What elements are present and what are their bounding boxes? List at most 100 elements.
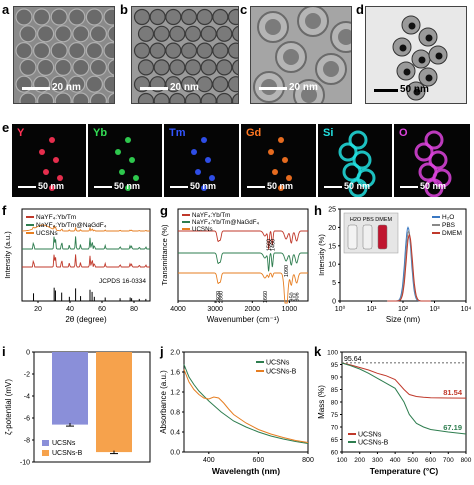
eds-shell-signal	[414, 142, 434, 162]
eds-shell-signal	[348, 130, 368, 150]
eds-core-signal	[278, 185, 284, 191]
x-tick-label: 300	[372, 457, 383, 464]
tem-particle	[15, 8, 33, 26]
y-tick-label: 2.0	[170, 350, 180, 357]
tem-particle	[153, 92, 170, 103]
tem-particle	[227, 76, 238, 93]
tem-particle	[165, 76, 182, 93]
tem-core	[301, 87, 317, 103]
panel-label-c: c	[240, 2, 248, 17]
y-tick-label: 1.2	[170, 390, 180, 397]
x-tick-label: 10³	[429, 306, 440, 313]
abs-series-0	[183, 364, 309, 444]
tem-particle	[89, 58, 108, 77]
panel-label-h: h	[314, 203, 322, 218]
x-tick-label: 10⁴	[461, 306, 472, 313]
tem-particle	[89, 92, 107, 103]
y-axis-label: Intensity (%)	[317, 234, 326, 276]
tga-start-annotation: 95.64	[344, 356, 362, 363]
tem-particle	[169, 25, 186, 42]
tem-particle	[54, 58, 72, 77]
eds-element-label: Y	[17, 127, 25, 139]
peak-annotation: 1090	[284, 265, 290, 277]
x-tick-label: 400	[390, 457, 401, 464]
eds-core-signal	[53, 157, 59, 163]
y-tick-label: 85	[331, 387, 339, 394]
x-tick-label: 500	[407, 457, 418, 464]
eds-core-signal	[286, 175, 292, 181]
x-tick-label: 400	[203, 457, 215, 464]
eds-map-o: O 50 nm	[394, 124, 470, 197]
tem-b-particles	[133, 8, 238, 103]
tem-particle	[19, 25, 37, 43]
tem-particle	[212, 42, 229, 59]
x-tick-label: 800	[302, 457, 314, 464]
eds-shell-signal	[352, 150, 372, 170]
tem-particle	[184, 92, 202, 103]
tem-particle	[19, 92, 37, 103]
tem-core	[425, 74, 433, 82]
y-tick-label: 70	[331, 425, 339, 432]
eds-scale-label: 50 nm	[344, 181, 371, 191]
tem-particle	[231, 59, 238, 76]
legend-label: NaYF₄:Yb/Tm@NaGdF₄	[36, 222, 107, 229]
panel-label-e: e	[2, 120, 10, 135]
peak-annotation: 2920	[216, 291, 222, 303]
panel-label-k: k	[314, 344, 322, 359]
y-tick-label: 15	[328, 243, 336, 250]
eds-shell-signal	[428, 150, 448, 170]
eds-core-signal	[125, 137, 131, 143]
tem-particle	[180, 8, 198, 26]
ftir-series-2	[178, 272, 308, 304]
legend-label: NaYF₄:Yb/Tm	[192, 212, 230, 219]
x-tick-label: 80	[130, 306, 138, 313]
eds-map-y: Y 50 nm	[12, 124, 86, 197]
inset-labels: H2O PBS DMEM	[350, 217, 393, 223]
y-tick-label: 20	[328, 225, 336, 232]
panel-label-i: i	[2, 344, 6, 359]
x-axis-label: Wavelength (nm)	[212, 466, 280, 476]
tem-core	[399, 44, 407, 52]
scale-label-d: 50 nm	[400, 84, 429, 95]
tem-particle	[149, 8, 166, 26]
tem-particle	[54, 25, 72, 43]
peak-annotation: 1660	[263, 291, 269, 303]
tem-particle	[200, 59, 217, 76]
eds-core-signal	[272, 169, 278, 175]
eds-core-signal	[201, 185, 207, 191]
tem-particle	[180, 76, 198, 93]
x-tick-label: 10¹	[366, 306, 377, 313]
bar-UCSNs-B	[96, 352, 132, 453]
panel-label-b: b	[120, 2, 128, 17]
eds-shell-signal	[424, 178, 444, 197]
reference-label: JCPDS 16-0334	[99, 278, 146, 285]
plot-frame	[177, 208, 309, 302]
eds-shell-signal	[338, 142, 358, 162]
x-tick-label: 1000	[282, 306, 298, 313]
dls-series-2	[387, 233, 431, 302]
tem-particle	[184, 59, 202, 76]
peak-annotation: 950	[289, 292, 295, 301]
legend-label: UCSNs	[36, 230, 58, 237]
eds-core-signal	[278, 137, 284, 143]
legend-label: UCSNs-B	[266, 369, 297, 376]
y-tick-label: -8	[24, 438, 30, 445]
tem-particle	[50, 8, 68, 26]
tem-particle	[200, 25, 217, 42]
tem-particle	[227, 8, 238, 26]
vial	[377, 224, 388, 250]
peak-annotation: 806	[295, 292, 301, 301]
vial	[362, 224, 373, 250]
tem-particle	[196, 8, 213, 26]
x-tick-label: 2000	[244, 306, 260, 313]
tem-particle	[85, 75, 104, 93]
tem-particle	[137, 59, 155, 76]
tem-particle	[149, 42, 166, 59]
tem-particle	[200, 92, 217, 103]
tem-core	[403, 68, 411, 76]
tem-particle	[165, 42, 182, 59]
eds-core-signal	[209, 175, 215, 181]
x-tick-label: 100	[337, 457, 348, 464]
tem-particle	[68, 8, 86, 26]
